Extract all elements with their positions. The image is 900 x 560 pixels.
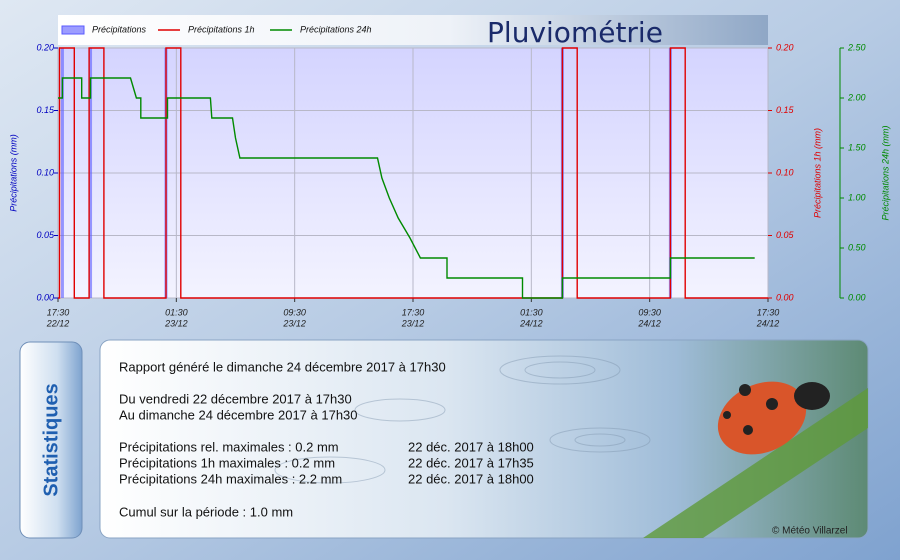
total: Cumul sur la période : 1.0 mm [119,504,293,519]
max-date: 22 déc. 2017 à 18h00 [408,439,534,454]
x-tick-label: 23/12 [282,318,306,328]
x-tick-label: 22/12 [46,318,70,328]
x-tick-label: 17:30 [402,307,425,317]
x-tick-label: 17:30 [47,307,70,317]
x-tick-label: 09:30 [283,307,306,317]
stats-panel [99,339,869,539]
y2-axis-title: Précipitations 1h (mm) [812,128,822,218]
y2-tick-label: 0.15 [776,105,795,115]
x-tick-label: 24/12 [519,318,543,328]
y-axis-title: Précipitations (mm) [8,134,18,212]
y3-tick-label: 2.00 [847,92,866,102]
bar [89,48,93,298]
y-tick-label: 0.20 [36,42,54,52]
report-generated: Rapport généré le dimanche 24 décembre 2… [119,359,446,374]
period-to: Au dimanche 24 décembre 2017 à 17h30 [119,407,358,422]
max-date: 22 déc. 2017 à 18h00 [408,471,534,486]
legend-swatch [61,25,85,35]
stats-side [19,341,83,539]
y2-tick-label: 0.00 [776,292,794,302]
x-tick-label: 17:30 [757,307,780,317]
y2-tick-label: 0.05 [776,230,795,240]
x-tick-label: 01:30 [520,307,543,317]
legend-label: Précipitations 24h [300,24,372,34]
x-tick-label: 24/12 [637,318,661,328]
y-tick-label: 0.15 [36,105,55,115]
y3-tick-label: 2.50 [847,42,866,52]
y-tick-label: 0.00 [36,292,54,302]
max-label: Précipitations 1h maximales : 0.2 mm [119,455,335,470]
stats-title: Statistiques [40,383,62,496]
max-label: Précipitations 24h maximales : 2.2 mm [119,471,342,486]
max-label: Précipitations rel. maximales : 0.2 mm [119,439,339,454]
y3-tick-label: 1.00 [848,192,866,202]
legend-label: Précipitations 1h [188,24,255,34]
y3-axis-title: Précipitations 24h (mm) [880,125,890,220]
copyright: © Météo Villarzel [772,526,848,537]
x-tick-label: 23/12 [401,318,425,328]
line [58,47,768,299]
x-tick-label: 01:30 [165,307,188,317]
y3-tick-label: 0.50 [848,242,866,252]
line [58,77,755,299]
bar [60,48,64,298]
x-tick-label: 09:30 [638,307,661,317]
y-tick-label: 0.05 [36,230,55,240]
y3-tick-label: 1.50 [848,142,866,152]
x-tick-label: 24/12 [756,318,780,328]
period-from: Du vendredi 22 décembre 2017 à 17h30 [119,391,352,406]
max-date: 22 déc. 2017 à 17h35 [408,455,534,470]
chart-title: Pluviométrie [487,16,663,49]
decoration [274,355,868,538]
y-tick-label: 0.10 [36,167,54,177]
y2-tick-label: 0.10 [776,167,794,177]
legend-label: Précipitations [92,24,147,34]
y2-tick-label: 0.20 [776,42,794,52]
x-tick-label: 23/12 [164,318,188,328]
y3-tick-label: 0.00 [848,292,866,302]
